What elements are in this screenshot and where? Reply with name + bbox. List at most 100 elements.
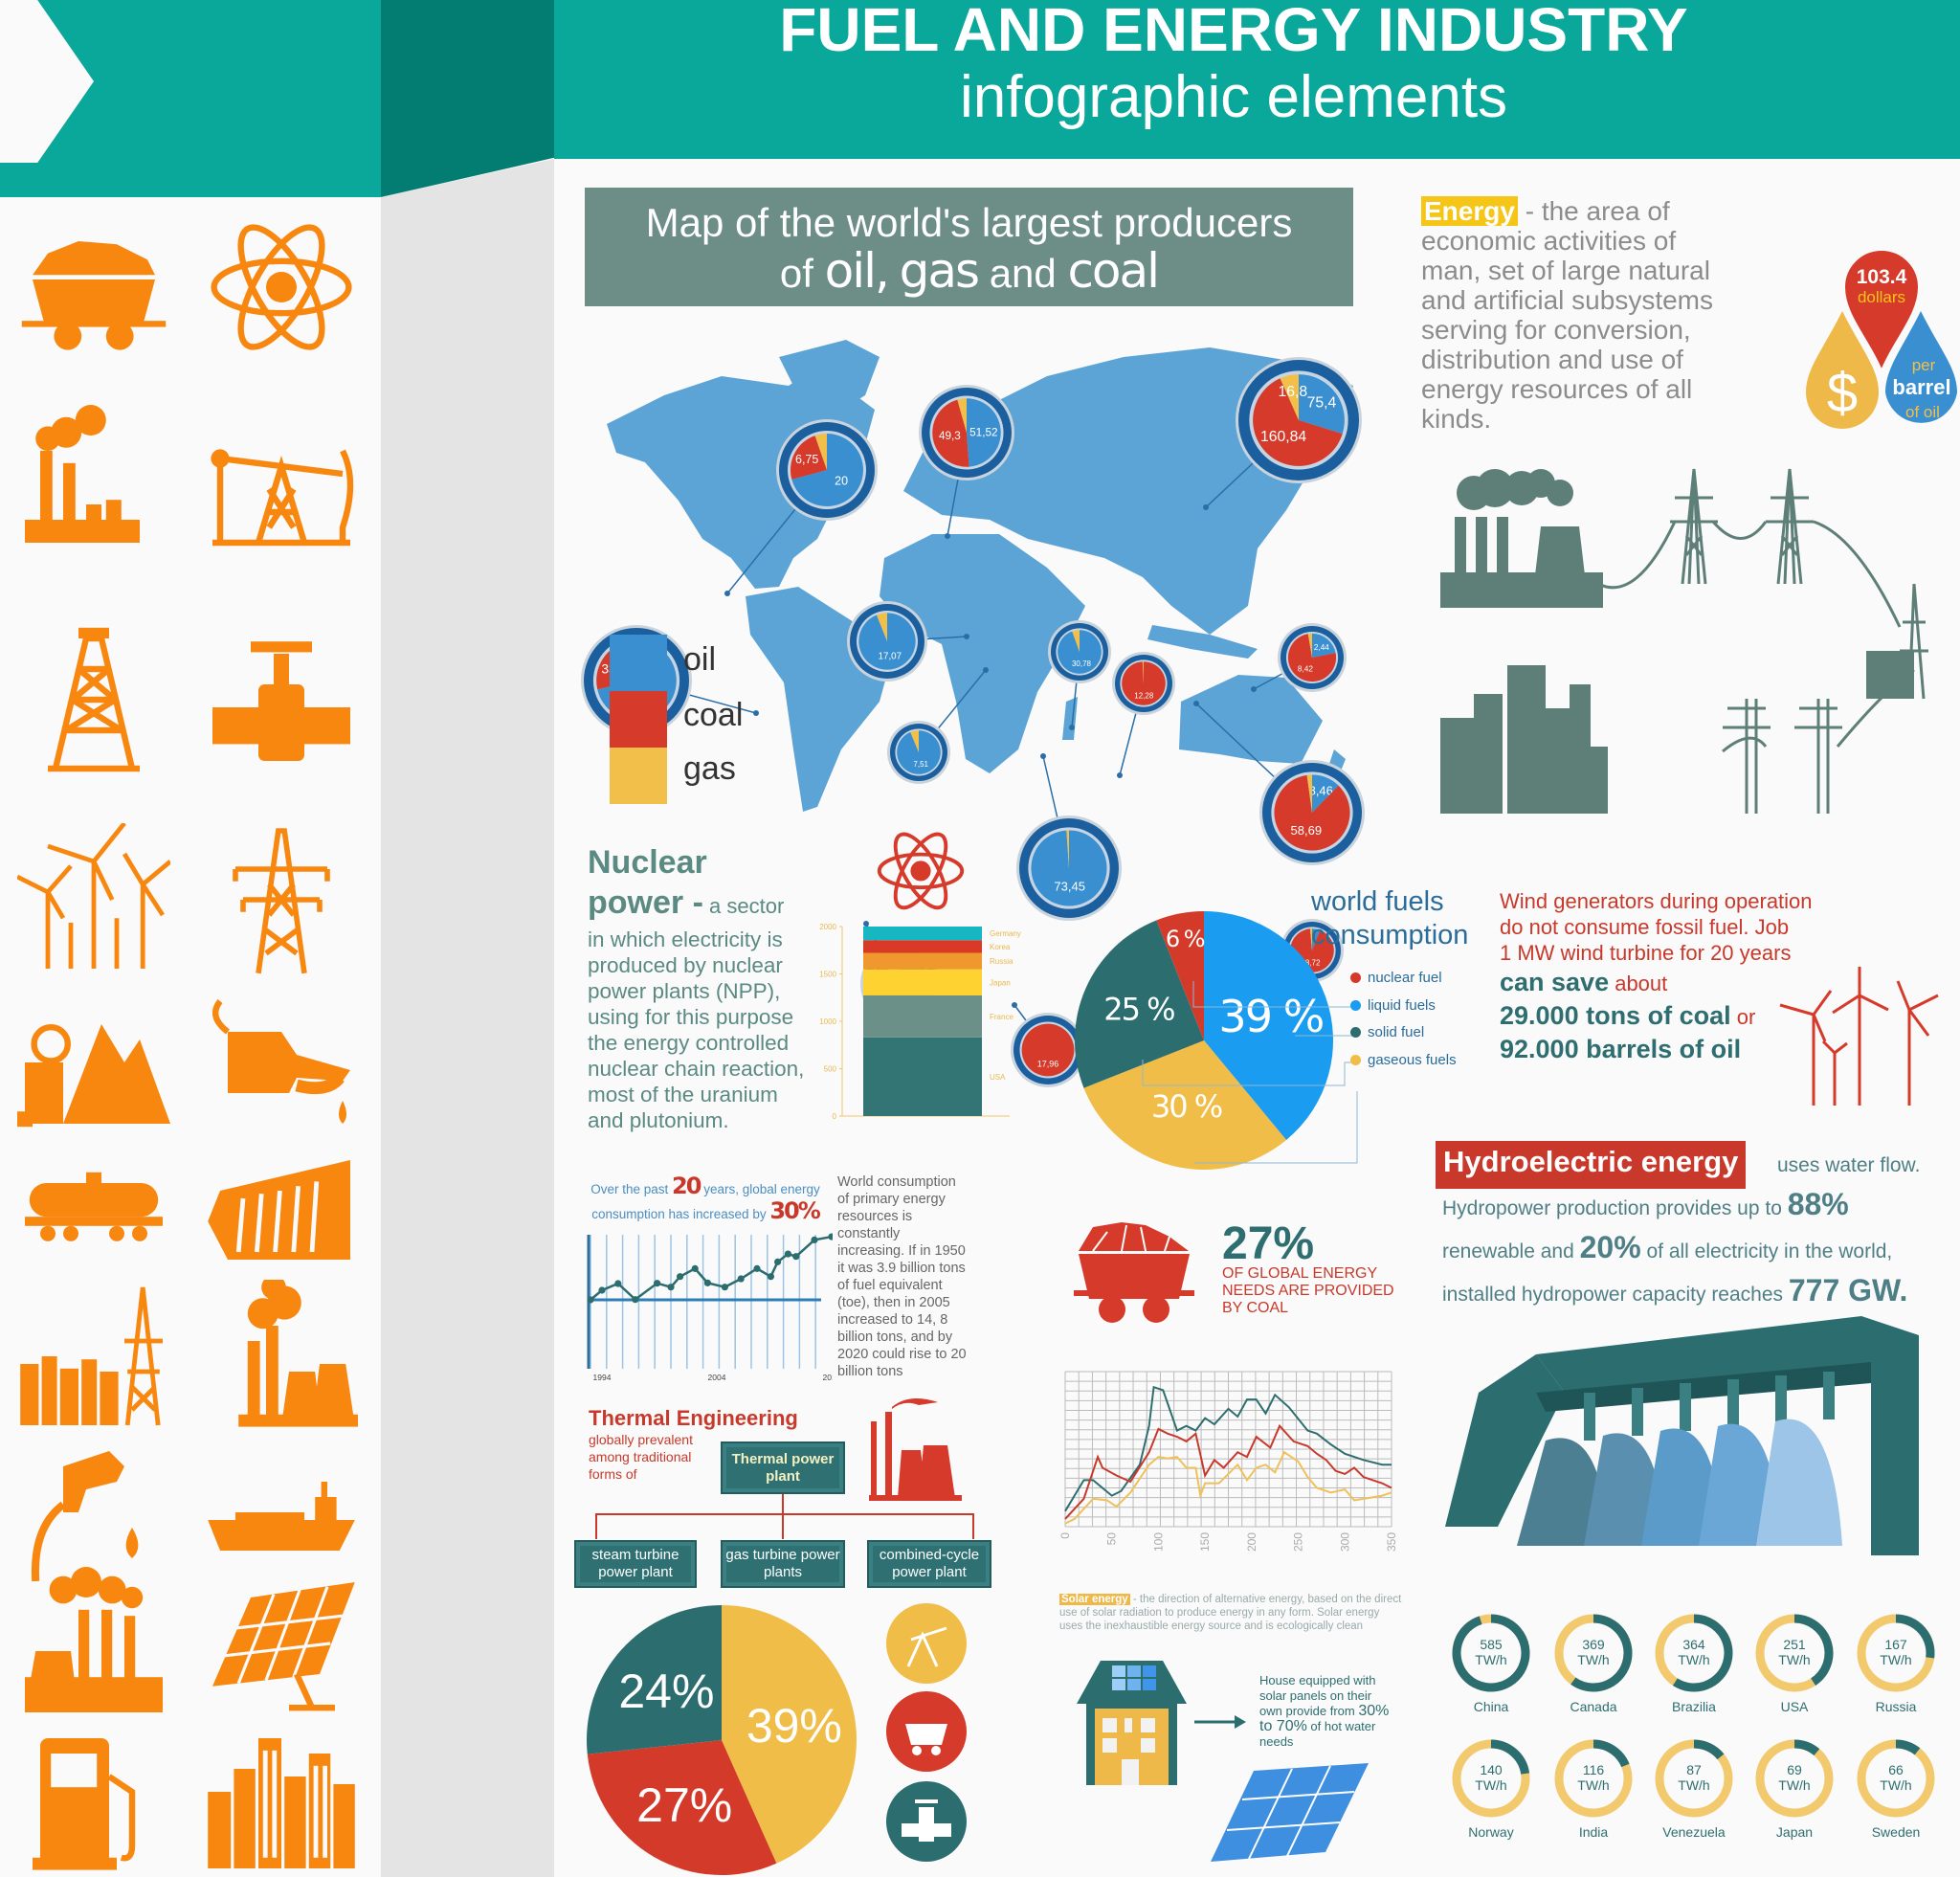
- city-icon: [1440, 651, 1914, 814]
- wind-or: or: [1730, 1005, 1756, 1029]
- ring-country: India: [1578, 1824, 1609, 1840]
- africa: [880, 534, 1085, 773]
- coal-text-1: OF GLOBAL ENERGY: [1222, 1265, 1378, 1282]
- price-pin-icon: [1840, 246, 1923, 379]
- bar-segment-russia: [863, 952, 982, 970]
- ring-fill: [1693, 1739, 1725, 1760]
- consumption-text-line: billion tons, and by: [837, 1330, 953, 1345]
- ring-country: Norway: [1468, 1824, 1514, 1840]
- ring-number: 364: [1682, 1637, 1705, 1652]
- ring-value: 66 TW/h: [1858, 1762, 1934, 1793]
- greenland: [779, 340, 880, 419]
- solar-house-text: House equipped with solar panels on thei…: [1259, 1673, 1393, 1750]
- coal-text-2: NEEDS ARE PROVIDED: [1222, 1283, 1394, 1299]
- coal-series-line: [1064, 1450, 1392, 1525]
- pie-label: 24%: [618, 1665, 714, 1718]
- bubble-slice-gas: [1142, 661, 1144, 683]
- bubble-slice-gas: [910, 730, 919, 752]
- bubble-slice-coal: [932, 399, 969, 467]
- bubble-slice-oil: [897, 730, 941, 774]
- dam-icon: [208, 1160, 350, 1260]
- bubble-slice-coal: [1253, 378, 1343, 466]
- pie-slice-gaseous-fuels: [1083, 1040, 1287, 1170]
- data-point: [677, 1273, 684, 1281]
- city-power-tower-icon: [20, 1286, 163, 1426]
- per-text: per: [1912, 356, 1936, 374]
- header-band: [554, 0, 1960, 159]
- ring-value: 167 TW/h: [1858, 1637, 1934, 1667]
- bubble-value-coal: 17,96: [1037, 1060, 1059, 1069]
- legend-item: solid fuel: [1350, 1024, 1424, 1040]
- legend-swatch-oil: [610, 635, 667, 691]
- location-dot: [1203, 504, 1209, 510]
- energy-text-line: distribution and use of: [1421, 345, 1683, 374]
- energy-text-line: and artificial subsystems: [1421, 285, 1714, 315]
- bubble-value-oil: 51,52: [969, 426, 997, 438]
- energy-text-line: kinds.: [1421, 404, 1492, 434]
- mine-icon: [17, 1024, 170, 1128]
- ring-unit: TW/h: [1475, 1652, 1507, 1667]
- solar-rest: - the direction of alternative energy, b…: [1059, 1594, 1402, 1632]
- consumption-text-line: constantly: [837, 1226, 901, 1241]
- bubble-value-oil: 2,44: [1314, 643, 1329, 652]
- nuclear-stacked-bar-chart: 0 500 1000 1500 2000 USA France Japan Russia Kore…: [819, 923, 1021, 1121]
- location-dot: [753, 710, 759, 716]
- ring-country: Japan: [1775, 1824, 1814, 1840]
- wind-text-3: 1 MW wind turbine for 20 years: [1500, 941, 1792, 965]
- ring-value: 251 TW/h: [1756, 1637, 1833, 1667]
- pie-slice-solid-fuel: [1075, 920, 1204, 1088]
- x-tick-label: 350: [1385, 1532, 1398, 1552]
- ring-country: Russia: [1875, 1699, 1917, 1714]
- energy-text-line: energy resources of all: [1421, 374, 1693, 404]
- data-point: [587, 1296, 594, 1304]
- leader-line: [1192, 981, 1356, 1008]
- bubble-value-oil: 20: [835, 475, 848, 488]
- tanker-ship-icon: [208, 1482, 355, 1551]
- ring-country: Sweden: [1871, 1824, 1921, 1840]
- barrel-drop-icon: [1885, 311, 1957, 423]
- ring-fill: [1895, 1614, 1935, 1659]
- bar-segment-usa: [863, 1037, 982, 1116]
- header-band-dark: [381, 0, 554, 197]
- consumption-text-line: (toe), then in 2005: [837, 1295, 950, 1310]
- cons-t3: consumption has increased by: [591, 1207, 770, 1221]
- nuclear-title-2: power - a sector: [588, 883, 875, 927]
- nuclear-text-line: using for this purpose: [588, 1005, 794, 1029]
- thermal-connectors: [595, 1398, 974, 1539]
- factory-icon: [25, 405, 140, 543]
- world-fuels-pie-chart: 39 % 30 % 25 % 6 %: [1075, 911, 1358, 1170]
- coal-cart-icon: [21, 241, 167, 350]
- ring-unit: TW/h: [1577, 1777, 1610, 1793]
- ring-fill: [1793, 1739, 1820, 1756]
- madagascar: [1062, 697, 1078, 740]
- wind-text-1: Wind generators during operation: [1500, 889, 1813, 913]
- bubble-value-oil: 7,51: [913, 760, 928, 769]
- data-point: [828, 1233, 833, 1240]
- legend-item: nuclear fuel: [1350, 970, 1442, 986]
- consumption-text-line: of primary energy: [837, 1192, 946, 1207]
- coal-series-line: [1064, 1423, 1392, 1520]
- consumption-text-line: billion tons: [837, 1364, 903, 1379]
- ring-number: 87: [1686, 1762, 1702, 1777]
- coal-cart-icon: [1074, 1222, 1194, 1323]
- wind-text-2: do not consume fossil fuel. Job: [1500, 915, 1790, 939]
- ring-fill: [1592, 1739, 1630, 1768]
- gas-pump-icon: [33, 1738, 136, 1870]
- x-tick-label: 1994: [593, 1373, 612, 1382]
- pie-label: 25 %: [1103, 992, 1174, 1028]
- nuclear-text-line: and plutonium.: [588, 1108, 729, 1132]
- hydro-ring-india: [1554, 1739, 1633, 1818]
- nuclear-text-line: the energy controlled: [588, 1031, 790, 1055]
- nuclear-title-rest: a sector: [702, 894, 785, 918]
- bubble-value-coal: 18,72: [1301, 958, 1321, 967]
- ring-value: 87 TW/h: [1656, 1762, 1732, 1793]
- ring-unit: TW/h: [1577, 1652, 1610, 1667]
- hydro-ring-japan: [1755, 1739, 1834, 1818]
- wind-turbines-icon: [1779, 967, 1939, 1106]
- y-tick-label: 500: [824, 1065, 837, 1074]
- data-point: [598, 1286, 606, 1294]
- bubble-slice-coal: [1287, 634, 1337, 682]
- location-dot: [724, 591, 730, 596]
- location-dot: [964, 634, 969, 639]
- bar-segment-korea: [863, 940, 982, 953]
